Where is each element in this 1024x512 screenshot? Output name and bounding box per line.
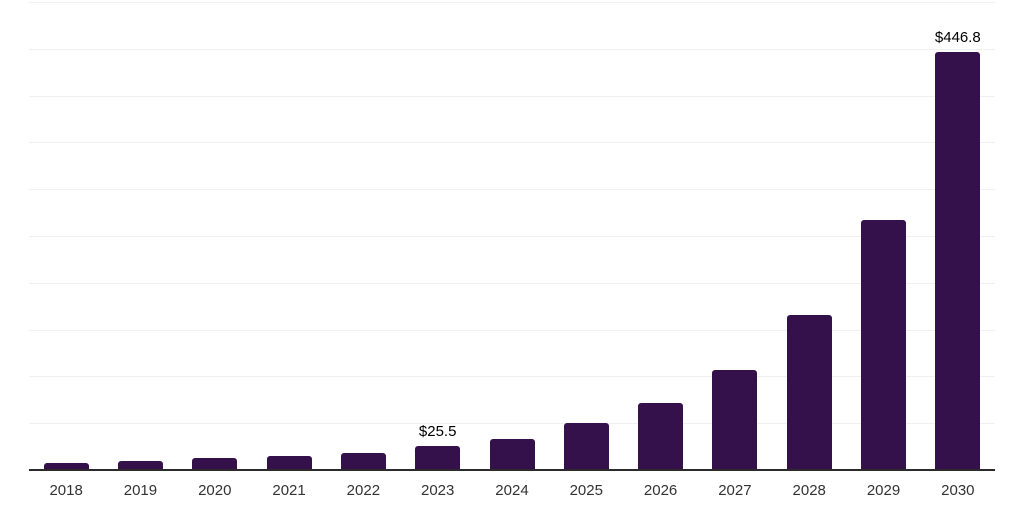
gridline-350 — [29, 142, 995, 144]
x-tick-label-2023: 2023 — [420, 482, 455, 499]
x-axis-line — [29, 469, 995, 471]
data-label-2023: $25.5 — [418, 423, 457, 441]
x-tick-label-2030: 2030 — [941, 482, 975, 499]
bar-2025 — [563, 423, 609, 470]
gridlines-layer — [29, 2, 995, 470]
x-tick-label-2028: 2028 — [792, 482, 826, 499]
bar-2018 — [43, 462, 89, 470]
x-tick-label-2020: 2020 — [198, 482, 232, 499]
x-tick-label-2026: 2026 — [643, 482, 678, 499]
x-tick-label-2029: 2029 — [866, 482, 901, 499]
bar-2021 — [266, 455, 312, 470]
bar-2029 — [861, 220, 907, 470]
x-tick-label-2027: 2027 — [718, 482, 752, 499]
gridline-300 — [29, 189, 995, 191]
x-tick-label-2021: 2021 — [272, 482, 306, 499]
gridline-200 — [29, 282, 995, 284]
gridline-100 — [29, 376, 995, 378]
bar-2028 — [786, 314, 832, 470]
gridline-450 — [29, 48, 995, 50]
data-label-2030: $446.8 — [934, 28, 981, 46]
plot-area: $25.5 $446.8 — [29, 2, 995, 471]
bar-2023 — [415, 446, 461, 470]
x-tick-label-2024: 2024 — [495, 482, 529, 499]
gridline-250 — [29, 236, 995, 237]
x-tick-label-2022: 2022 — [346, 482, 381, 499]
gridline-150 — [29, 329, 995, 331]
gridline-50 — [29, 423, 995, 425]
x-tick-label-2018: 2018 — [49, 482, 83, 499]
bar-2022 — [340, 453, 386, 470]
bar-2020 — [192, 458, 238, 470]
x-tick-label-2019: 2019 — [123, 482, 158, 499]
bar-2026 — [638, 402, 684, 470]
bar-2027 — [712, 370, 758, 470]
bars-layer: $25.5 $446.8 — [29, 2, 995, 470]
bar-2030 — [935, 51, 981, 470]
x-axis-tick-labels: 2018 2019 2020 2021 2022 2023 2024 2025 2026 2027… — [29, 483, 995, 503]
bar-2024 — [489, 438, 535, 470]
gridline-400 — [29, 95, 995, 97]
gridline-500 — [29, 2, 995, 3]
bar-2019 — [117, 460, 163, 470]
x-tick-label-2025: 2025 — [569, 482, 603, 499]
